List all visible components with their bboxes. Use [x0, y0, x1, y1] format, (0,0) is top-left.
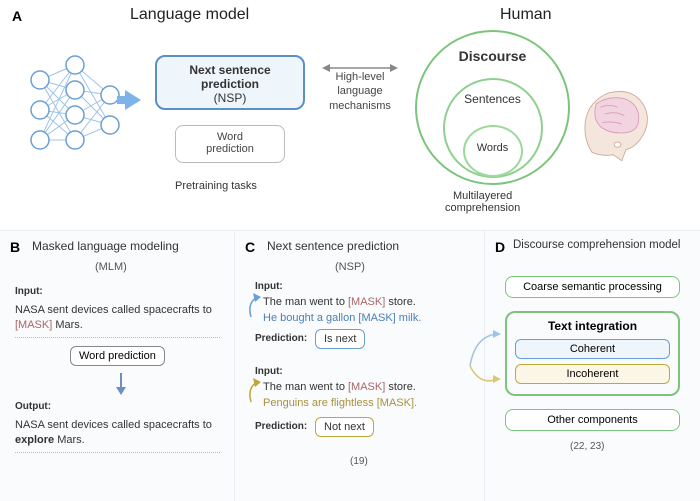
- c-pred2-label: Prediction:: [255, 421, 307, 432]
- c-ex2-s2: Penguins are flightless [MASK].: [263, 396, 473, 411]
- multilayer-caption: Multilayeredcomprehension: [445, 190, 520, 214]
- nsp-box: Next sentence prediction (NSP): [155, 55, 305, 110]
- d-cite: (22, 23): [570, 441, 604, 452]
- panel-a-label: A: [12, 8, 22, 24]
- hll-l3: mechanisms: [315, 99, 405, 113]
- panel-d-label: D: [495, 239, 505, 255]
- panel-c-label: C: [245, 239, 255, 255]
- c-pred2-chip: Not next: [315, 417, 374, 437]
- b-output-text: NASA sent devices called spacecrafts to …: [15, 418, 220, 453]
- c-pred2-text: Not next: [315, 417, 374, 437]
- text-integration-box: Text integration Coherent Incoherent: [505, 311, 680, 396]
- nest-mid-label: Sentences: [415, 92, 570, 106]
- incoherent-box: Incoherent: [515, 364, 670, 384]
- c-ex2-s1: The man went to [MASK] store.: [263, 380, 473, 395]
- b-out-pre: NASA sent devices called spacecrafts to: [15, 419, 212, 431]
- nsp-line1: Next sentence: [161, 63, 299, 77]
- c-pred1-label: Prediction:: [255, 333, 307, 344]
- arrow-to-nsp-icon: [125, 90, 141, 110]
- nn-icon: [25, 55, 125, 165]
- b-box-label: Word prediction: [70, 346, 165, 366]
- panel-c-title: Next sentence prediction: [267, 239, 399, 253]
- b-output-label: Output:: [15, 401, 51, 412]
- curve-arrow-blue-icon: [243, 293, 263, 323]
- panel-d-title: Discourse comprehension model: [513, 239, 680, 251]
- panel-c-abbr: (NSP): [335, 261, 365, 273]
- b-out-bold: explore: [15, 434, 54, 446]
- nest-outer-label: Discourse: [415, 48, 570, 64]
- panel-b-abbr: (MLM): [95, 261, 127, 273]
- b-input-text: NASA sent devices called spacecrafts to …: [15, 303, 220, 338]
- curve-arrow-olive-icon: [243, 378, 263, 408]
- other-box: Other components: [505, 409, 680, 431]
- nsp-line2: prediction: [161, 77, 299, 91]
- lm-title: Language model: [130, 6, 249, 24]
- c-cite: (19): [350, 456, 368, 467]
- text-int-title: Text integration: [515, 319, 670, 333]
- down-arrow-icon: [115, 373, 127, 395]
- hll-l2: language: [315, 84, 405, 98]
- c-pred1-chip: Is next: [315, 329, 365, 349]
- b-out-post: Mars.: [54, 434, 85, 446]
- nsp-abbr: (NSP): [161, 91, 299, 105]
- panel-b: B Masked language modeling (MLM) Input: …: [0, 230, 235, 501]
- high-level-caption: High-level language mechanisms: [315, 70, 405, 113]
- panel-b-title: Masked language modeling: [32, 239, 179, 253]
- word-line2: prediction: [176, 143, 284, 155]
- link-arrow-olive-icon: [465, 361, 505, 401]
- coherent-box: Coherent: [515, 339, 670, 359]
- brain-icon: [575, 80, 660, 165]
- nest-inner-label: Words: [415, 142, 570, 154]
- c-input2-label: Input:: [255, 366, 283, 377]
- human-title: Human: [500, 6, 552, 24]
- pretraining-caption: Pretraining tasks: [175, 180, 257, 192]
- word-line1: Word: [176, 131, 284, 143]
- b-input-label: Input:: [15, 286, 43, 297]
- panel-c: C Next sentence prediction (NSP) Input: …: [235, 230, 485, 501]
- word-pred-box: Word prediction: [175, 125, 285, 163]
- c-ex1-s2: He bought a gallon [MASK] milk.: [263, 311, 473, 326]
- nested-circles: Discourse Sentences Words: [415, 30, 570, 185]
- c-pred1-text: Is next: [315, 329, 365, 349]
- panel-d: D Discourse comprehension model Coarse s…: [485, 230, 700, 501]
- panel-b-label: B: [10, 239, 20, 255]
- c-ex1-s1: The man went to [MASK] store.: [263, 295, 473, 310]
- b-word-pred-box: Word prediction: [70, 346, 165, 366]
- hll-l1: High-level: [315, 70, 405, 84]
- panel-a: A Language model Human Next sentence pre…: [0, 0, 700, 230]
- c-input1-label: Input:: [255, 281, 283, 292]
- coarse-box: Coarse semantic processing: [505, 276, 680, 298]
